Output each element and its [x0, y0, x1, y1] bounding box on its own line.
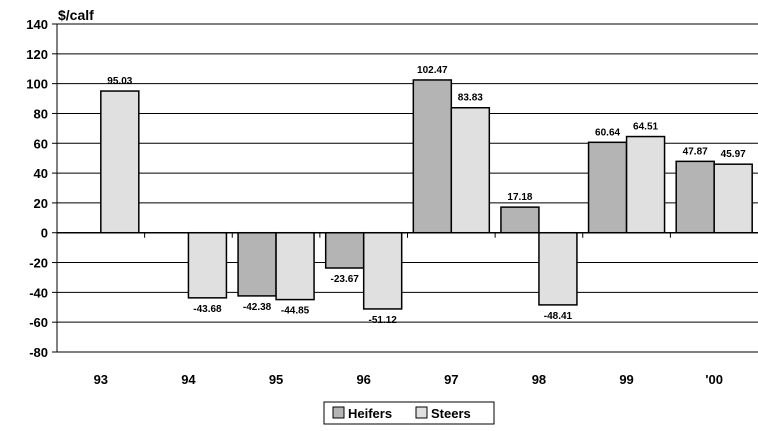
bars — [100, 79, 753, 310]
y-tick-label: 60 — [34, 136, 48, 151]
data-label: 45.97 — [721, 149, 746, 160]
bar-steers-94 — [187, 231, 228, 299]
bar-heifers-98 — [500, 206, 540, 234]
data-label: 47.87 — [683, 146, 708, 157]
axes — [56, 24, 758, 352]
bar-heifers-99 — [587, 141, 628, 234]
x-axis-categories: 93 94 95 96 97 98 99 '00 — [94, 372, 723, 387]
x-category-label: 95 — [269, 372, 283, 387]
bar-steers-93 — [100, 90, 140, 234]
y-tick-label: 120 — [26, 47, 48, 62]
legend-label-heifers: Heifers — [348, 406, 392, 421]
bar-heifers-97 — [412, 79, 453, 234]
gridlines — [57, 23, 758, 353]
bar-heifers-00 — [675, 160, 715, 234]
legend-swatch-heifers — [332, 406, 345, 419]
bar-steers-97 — [450, 106, 491, 234]
legend-box — [323, 401, 495, 425]
x-category-label: 98 — [532, 372, 546, 387]
y-tick-label: -60 — [29, 315, 48, 330]
y-tick-label: -40 — [29, 285, 48, 300]
data-label: -48.41 — [544, 311, 573, 322]
x-category-label: 97 — [444, 372, 458, 387]
data-label: -23.67 — [331, 274, 360, 285]
bar-steers-98 — [538, 231, 578, 306]
x-category-label: 94 — [181, 372, 196, 387]
legend-label-steers: Steers — [431, 406, 471, 421]
y-tick-label: 140 — [26, 17, 48, 32]
y-tick-label: -20 — [29, 256, 48, 271]
legend: Heifers Steers — [323, 401, 495, 425]
data-label: -44.85 — [281, 306, 310, 317]
data-label: -42.38 — [243, 302, 272, 313]
x-category-label: 99 — [619, 372, 633, 387]
bar-steers-95 — [275, 231, 315, 301]
y-axis-ticks: 140 120 100 80 60 40 20 0 -20 -40 -60 -80 — [26, 17, 57, 360]
data-label: -43.68 — [193, 304, 222, 315]
bar-heifers-96 — [324, 231, 365, 269]
bar-steers-96 — [362, 231, 403, 310]
data-label: 60.64 — [595, 127, 620, 138]
y-tick-label: 80 — [34, 106, 48, 121]
x-category-label: '00 — [705, 372, 723, 387]
data-label: 102.47 — [417, 65, 448, 76]
legend-swatch-steers — [415, 406, 428, 419]
bar-steers-99 — [625, 135, 666, 234]
y-axis-unit-label: $/calf — [58, 7, 94, 23]
y-tick-label: -80 — [29, 345, 48, 360]
x-category-label: 93 — [94, 372, 108, 387]
data-labels: 95.03 -43.68 -42.38 -44.85 -23.67 -51.12 102.4… — [107, 65, 746, 326]
x-category-label: 96 — [356, 372, 370, 387]
data-label: 64.51 — [633, 122, 658, 133]
y-tick-label: 0 — [41, 226, 48, 241]
data-label: 95.03 — [107, 76, 132, 87]
data-label: 83.83 — [458, 93, 483, 104]
y-tick-label: 20 — [34, 196, 48, 211]
bar-steers-00 — [713, 163, 753, 234]
bar-heifers-95 — [237, 231, 277, 297]
data-label: -51.12 — [369, 315, 398, 326]
y-tick-label: 40 — [34, 166, 48, 181]
data-label: 17.18 — [507, 192, 532, 203]
y-tick-label: 100 — [26, 77, 48, 92]
